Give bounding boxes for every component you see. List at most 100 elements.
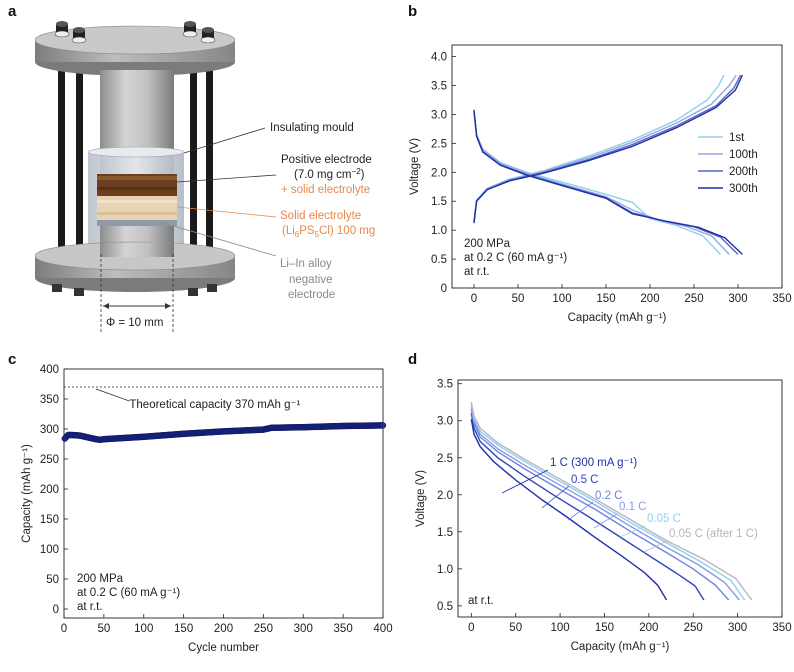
x-tick-label: 300 <box>728 293 747 305</box>
x-tick-label: 100 <box>550 622 569 634</box>
series-leader <box>567 501 594 521</box>
y-tick-label: 0.5 <box>431 254 447 266</box>
series-leader <box>593 513 618 529</box>
annotation-text: at 0.2 C (60 mA g⁻¹) <box>464 252 567 264</box>
annotation-text: 200 MPa <box>77 573 124 585</box>
nut-icon <box>52 284 217 296</box>
y-axis-label: Voltage (V) <box>415 470 427 527</box>
label-li-in-1: Li–In alloy <box>280 258 332 270</box>
legend-label: 300th <box>729 183 758 195</box>
y-tick-label: 1.5 <box>431 196 447 208</box>
x-axis-label: Cycle number <box>188 642 259 654</box>
y-tick-label: 2.0 <box>431 167 447 179</box>
series-label: 0.1 C <box>619 501 647 513</box>
panel-label-a: a <box>8 3 17 20</box>
series-line-100th-charge <box>473 74 737 222</box>
y-tick-label: 3.5 <box>437 379 453 391</box>
y-tick-label: 50 <box>46 574 59 586</box>
label-solid-electrolyte: Solid electrolyte <box>280 210 361 222</box>
plot-frame <box>457 379 783 618</box>
x-tick-label: 0 <box>471 293 477 305</box>
annotation-text: 200 MPa <box>464 238 511 250</box>
series-line-100th-discharge <box>473 111 730 255</box>
x-tick-label: 350 <box>772 622 791 634</box>
x-tick-label: 250 <box>684 293 703 305</box>
tie-rod <box>206 48 213 253</box>
series-leader <box>501 469 549 494</box>
legend-label: 1st <box>729 132 745 144</box>
series-line-1st-discharge <box>473 111 721 255</box>
x-tick-label: 150 <box>596 293 615 305</box>
y-tick-label: 2.5 <box>437 453 453 465</box>
annotation-text: at r.t. <box>468 595 494 607</box>
x-tick-label: 50 <box>512 293 525 305</box>
tie-rod <box>190 52 197 257</box>
annotation-text: at r.t. <box>77 601 103 613</box>
y-tick-label: 1.0 <box>437 564 453 576</box>
li-in-layer <box>97 220 177 226</box>
series-label: 0.05 C <box>647 513 681 525</box>
x-axis-label: Capacity (mAh g⁻¹) <box>571 641 670 653</box>
x-tick-label: 0 <box>61 623 67 635</box>
x-tick-label: 300 <box>728 622 747 634</box>
series-line-0.05 C (after 1 C) <box>470 402 753 601</box>
x-tick-label: 150 <box>174 623 193 635</box>
series-line-0.05 C <box>470 404 746 601</box>
annotation-text: at 0.2 C (60 mA g⁻¹) <box>77 587 180 599</box>
y-tick-label: 350 <box>40 394 59 406</box>
y-tick-label: 0.5 <box>437 601 453 613</box>
y-tick-label: 0 <box>441 283 447 295</box>
x-tick-label: 350 <box>334 623 353 635</box>
chart-b-voltage-profiles: 0 50 100 150 200 250 300 350 0 0.5 1.0 1.5 2.0 2.5 3.0… <box>409 44 792 324</box>
panel-label-d: d <box>408 351 417 368</box>
x-tick-label: 0 <box>468 622 474 634</box>
x-tick-label: 200 <box>214 623 233 635</box>
label-se-formula: (Li6PS5Cl) 100 mg <box>282 225 375 239</box>
series-line-200th-discharge <box>473 111 739 255</box>
label-insulating-mould: Insulating mould <box>270 122 354 134</box>
y-tick-label: 3.0 <box>431 109 447 121</box>
y-tick-label: 400 <box>40 364 59 376</box>
series-line-1st-charge <box>473 74 725 222</box>
x-tick-label: 400 <box>373 623 392 635</box>
x-tick-label: 350 <box>772 293 791 305</box>
x-tick-label: 100 <box>552 293 571 305</box>
legend-label: 200th <box>729 166 758 178</box>
y-tick-label: 300 <box>40 424 59 436</box>
chart-c-cycling: 0 50 100 150 200 250 300 350 400 0 50 100 150 200 250 3… <box>21 364 393 654</box>
series-line-0.1 C <box>470 407 740 601</box>
label-li-in-2: negative <box>289 274 332 286</box>
y-tick-label: 250 <box>40 454 59 466</box>
diameter-label: Φ = 10 mm <box>106 317 163 329</box>
series-line-0.2 C <box>470 409 730 601</box>
series-line-1 C (300 mA g⁻¹) <box>470 419 668 601</box>
y-tick-label: 1.0 <box>431 225 447 237</box>
label-li-in-3: electrode <box>288 289 335 301</box>
series-line-0.5 C <box>470 413 705 601</box>
x-tick-label: 150 <box>595 622 614 634</box>
x-tick-label: 50 <box>509 622 522 634</box>
y-axis-label: Capacity (mAh g⁻¹) <box>21 444 33 543</box>
chart-d-rate-capability: 0 50 100 150 200 250 300 350 0.5 1.0 1.5 2.0 2.5 3.0 3… <box>415 379 792 653</box>
series-leader <box>541 485 570 509</box>
x-tick-label: 200 <box>639 622 658 634</box>
x-tick-label: 300 <box>294 623 313 635</box>
series-label: 0.2 C <box>595 490 623 502</box>
plot-frame <box>451 44 783 289</box>
y-tick-label: 100 <box>40 544 59 556</box>
solid-electrolyte-layer <box>97 196 177 220</box>
label-loading: (7.0 mg cm−2) <box>294 167 365 181</box>
x-tick-label: 100 <box>134 623 153 635</box>
y-tick-label: 1.5 <box>437 527 453 539</box>
cell-diagram: Φ = 10 mm Insulating mould Positive elec… <box>34 21 375 332</box>
x-tick-label: 250 <box>254 623 273 635</box>
y-axis-label: Voltage (V) <box>409 138 421 195</box>
data-point <box>379 422 387 429</box>
label-positive-electrode: Positive electrode <box>281 154 372 166</box>
tie-rod <box>76 52 83 257</box>
series-label: 1 C (300 mA g⁻¹) <box>550 457 637 469</box>
y-tick-label: 200 <box>40 484 59 496</box>
series-line-300th-charge <box>473 74 744 224</box>
panel-label-c: c <box>8 351 16 368</box>
